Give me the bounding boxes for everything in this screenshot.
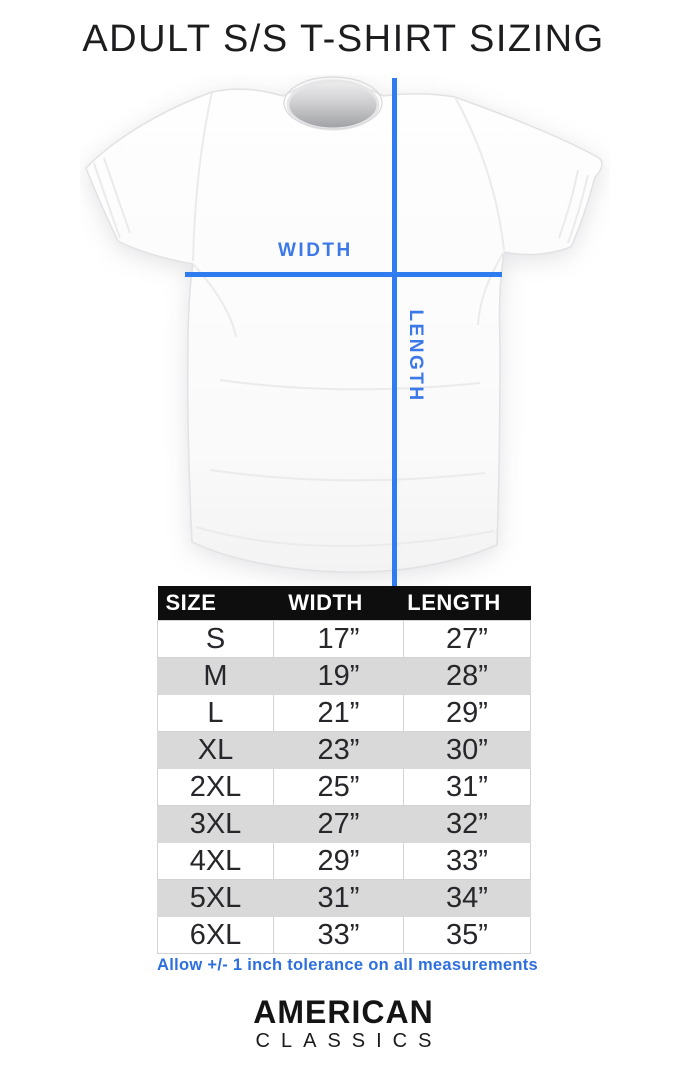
cell-size: M	[157, 656, 274, 695]
cell-width: 33”	[273, 915, 404, 954]
table-row: S 17” 27”	[157, 619, 531, 658]
cell-length: 32”	[403, 804, 531, 843]
size-table-header: SIZE WIDTH LENGTH	[157, 586, 531, 620]
cell-length: 28”	[403, 656, 531, 695]
table-row: L 21” 29”	[157, 693, 531, 732]
column-header-width: WIDTH	[273, 586, 404, 620]
cell-width: 29”	[273, 841, 404, 880]
table-row: 4XL 29” 33”	[157, 841, 531, 880]
cell-width: 27”	[273, 804, 404, 843]
cell-length: 30”	[403, 730, 531, 769]
cell-size: 3XL	[157, 804, 274, 843]
brand-name-primary: AMERICAN	[253, 994, 434, 1030]
column-header-size: SIZE	[157, 586, 274, 620]
column-header-length: LENGTH	[403, 586, 531, 620]
tolerance-note: Allow +/- 1 inch tolerance on all measur…	[157, 956, 539, 974]
cell-length: 31”	[403, 767, 531, 806]
table-row: 6XL 33” 35”	[157, 915, 531, 954]
cell-width: 21”	[273, 693, 404, 732]
tshirt-diagram: WIDTH LENGTH	[80, 75, 610, 587]
cell-size: 4XL	[157, 841, 274, 880]
table-row: 2XL 25” 31”	[157, 767, 531, 806]
cell-width: 31”	[273, 878, 404, 917]
cell-length: 35”	[403, 915, 531, 954]
table-row: XL 23” 30”	[157, 730, 531, 769]
size-table-body: S 17” 27” M 19” 28” L 21” 29” XL 23” 30” 2XL 25” 31” 3X…	[157, 619, 531, 954]
width-measure-line	[185, 272, 502, 277]
table-row: 5XL 31” 34”	[157, 878, 531, 917]
cell-width: 23”	[273, 730, 404, 769]
brand-logo: AMERICAN CLASSICS	[0, 995, 687, 1052]
cell-size: 5XL	[157, 878, 274, 917]
table-row: 3XL 27” 32”	[157, 804, 531, 843]
cell-length: 34”	[403, 878, 531, 917]
cell-size: S	[157, 619, 274, 658]
cell-width: 25”	[273, 767, 404, 806]
page-title: ADULT S/S T-SHIRT SIZING	[82, 18, 605, 60]
cell-length: 27”	[403, 619, 531, 658]
tshirt-silhouette	[85, 76, 603, 573]
cell-size: L	[157, 693, 274, 732]
cell-size: 2XL	[157, 767, 274, 806]
table-row: M 19” 28”	[157, 656, 531, 695]
cell-width: 17”	[273, 619, 404, 658]
cell-length: 29”	[403, 693, 531, 732]
length-label: LENGTH	[405, 309, 426, 403]
cell-size: 6XL	[157, 915, 274, 954]
cell-length: 33”	[403, 841, 531, 880]
length-measure-line	[392, 78, 397, 587]
brand-name-secondary: CLASSICS	[255, 1030, 443, 1052]
size-table: SIZE WIDTH LENGTH S 17” 27” M 19” 28” L 21” 29” X…	[157, 586, 531, 954]
cell-width: 19”	[273, 656, 404, 695]
tshirt-image	[85, 76, 603, 587]
width-label: WIDTH	[278, 240, 353, 261]
cell-size: XL	[157, 730, 274, 769]
